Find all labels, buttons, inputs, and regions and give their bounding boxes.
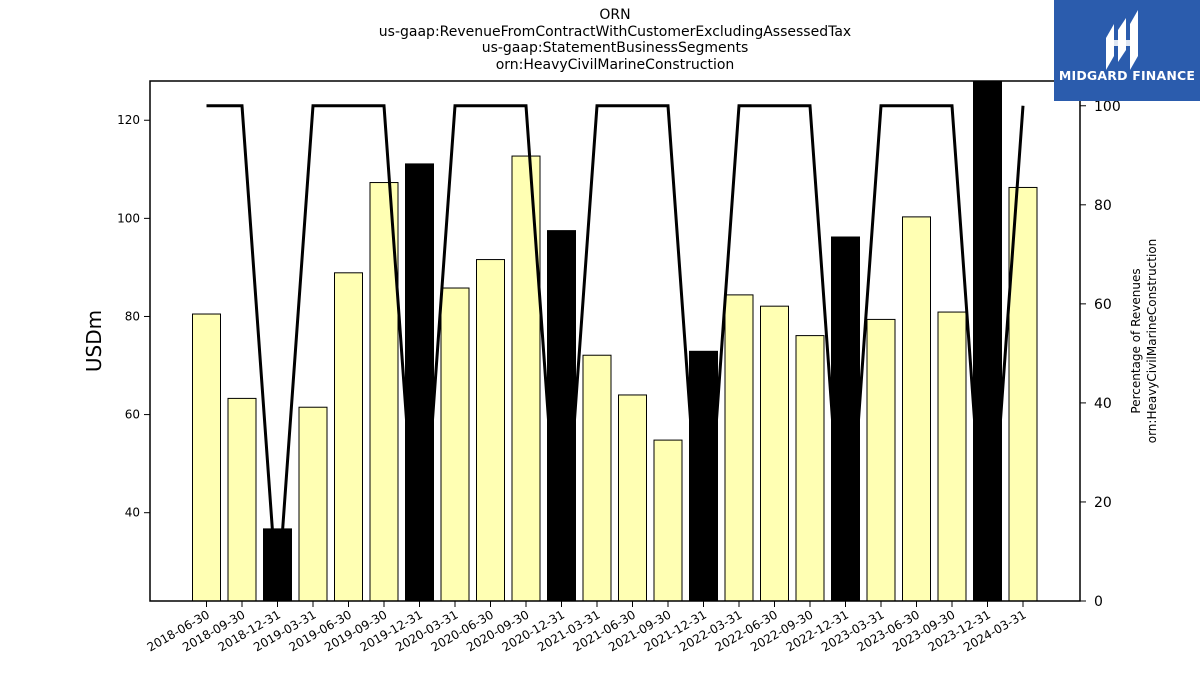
bar-2020-06-30 [476, 259, 505, 602]
chart-subtitle-axis: us-gaap:StatementBusinessSegments [481, 40, 749, 56]
bar-2023-06-30 [902, 216, 931, 602]
bar-2022-06-30 [760, 305, 789, 602]
y-tick-label-120: 120 [117, 113, 140, 127]
plot-frame [149, 80, 1081, 602]
y2-axis-label-line2: orn:HeavyCivilMarineConstruction [1145, 239, 1159, 444]
y2-tick-label-0: 0 [1094, 594, 1103, 610]
y2-tick-label-40: 40 [1094, 396, 1112, 412]
y2-tick-label-100: 100 [1094, 99, 1121, 115]
bar-2021-09-30 [653, 439, 683, 602]
y-tick-label-100: 100 [117, 211, 140, 225]
y-tick-label-80: 80 [125, 309, 140, 323]
y2-tick-label-20: 20 [1094, 495, 1112, 511]
y-axis-label: USDm [82, 310, 106, 372]
bar-2018-09-30 [227, 397, 257, 602]
bar-2021-03-31 [582, 354, 612, 602]
y2-tick-label-80: 80 [1094, 198, 1112, 214]
logo-mark-icon [1106, 10, 1138, 70]
bar-2022-12-31 [831, 236, 860, 602]
bar-2018-06-30 [192, 313, 221, 602]
bar-2019-12-31 [405, 163, 434, 602]
bar-2023-03-31 [866, 318, 896, 602]
bars-layer [192, 80, 1038, 602]
bar-2023-09-30 [937, 311, 967, 602]
bar-2023-12-31 [973, 80, 1002, 602]
bar-2022-03-31 [724, 294, 754, 602]
bar-2020-12-31 [547, 230, 576, 602]
chart-titles: ORN us-gaap:RevenueFromContractWithCusto… [0, 7, 1200, 73]
chart-subtitle-metric: us-gaap:RevenueFromContractWithCustomerE… [378, 23, 852, 40]
y-tick-label-40: 40 [125, 506, 140, 520]
bar-2019-06-30 [334, 272, 363, 602]
bar-2020-03-31 [440, 287, 470, 602]
y2-axis-label-line1: Percentage of Revenues [1129, 268, 1143, 413]
y2-tick-label-60: 60 [1094, 297, 1112, 313]
chart-title: ORN [599, 7, 631, 23]
line-layer [206, 104, 1025, 602]
chart-subtitle-member: orn:HeavyCivilMarineConstruction [495, 56, 735, 73]
bar-2022-09-30 [795, 335, 825, 602]
logo-wordmark: MIDGARD FINANCE [1058, 68, 1196, 83]
y-tick-label-60: 60 [125, 408, 140, 422]
percentage-line [206, 104, 1025, 602]
bar-2021-06-30 [618, 394, 647, 602]
bar-2019-03-31 [298, 406, 328, 602]
brand-logo: MIDGARD FINANCE [1054, 0, 1200, 101]
